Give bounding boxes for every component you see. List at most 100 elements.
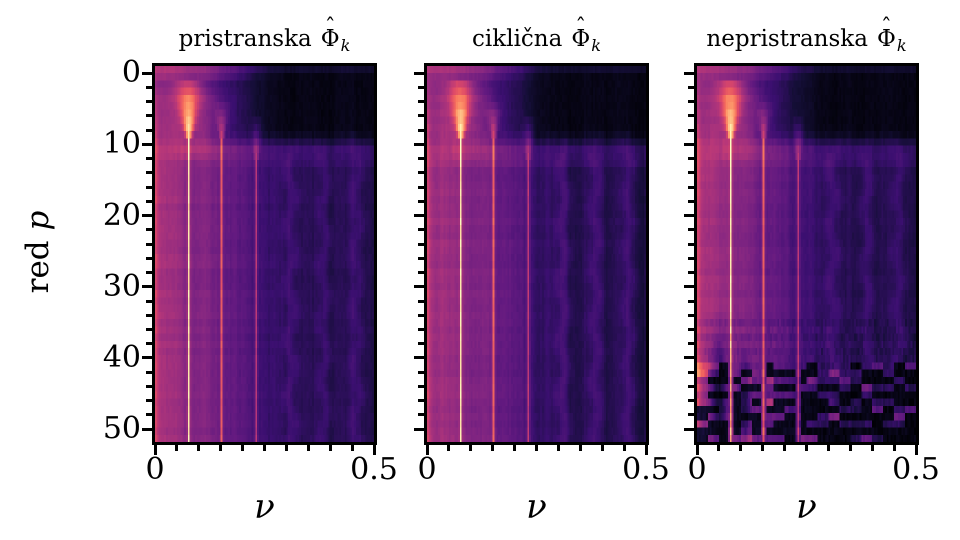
x-minor-tick: [578, 445, 582, 451]
title-text: ciklična: [472, 26, 563, 52]
x-minor-tick: [556, 445, 560, 451]
y-minor-tick: [688, 327, 694, 331]
y-minor-tick: [418, 114, 424, 118]
y-minor-tick: [146, 171, 152, 175]
hat-accent: ˆ: [324, 14, 336, 40]
y-minor-tick: [688, 413, 694, 417]
x-major-tick: [644, 445, 648, 455]
y-minor-tick: [418, 299, 424, 303]
y-minor-tick: [688, 114, 694, 118]
x-major-tick: [425, 445, 429, 455]
y-minor-tick: [688, 256, 694, 260]
y-minor-tick: [418, 85, 424, 89]
y-minor-tick: [146, 185, 152, 189]
y-minor-tick: [688, 299, 694, 303]
x-minor-tick: [491, 445, 495, 451]
x-minor-tick: [783, 445, 787, 451]
spectrum-heatmap-canvas: [427, 66, 646, 442]
y-minor-tick: [146, 327, 152, 331]
y-minor-tick: [146, 199, 152, 203]
x-minor-tick: [513, 445, 517, 451]
y-axis-label-variable: p: [20, 210, 56, 231]
y-minor-tick: [146, 228, 152, 232]
phi-symbol: Φ: [320, 26, 340, 52]
y-minor-tick: [688, 242, 694, 246]
x-minor-tick: [870, 445, 874, 451]
y-tick-label: 50: [102, 411, 141, 447]
x-major-tick: [153, 445, 157, 455]
x-minor-tick: [805, 445, 808, 451]
y-tick-label: 20: [102, 197, 141, 233]
heatmap-panel-pristranska: pristranska ˆ Φk ν 0 0.5 0 10 20 30 40 50: [103, 15, 398, 524]
y-minor-tick: [418, 384, 424, 388]
x-minor-tick: [350, 445, 354, 451]
x-tick-label: 0.5: [892, 452, 940, 487]
y-major-tick: [414, 142, 424, 146]
x-minor-tick: [739, 445, 743, 451]
y-major-tick: [142, 71, 152, 75]
y-major-tick: [414, 214, 424, 218]
y-minor-tick: [418, 399, 424, 403]
title-text: nepristranska: [706, 26, 868, 52]
x-major-tick: [372, 445, 376, 455]
spectrum-heatmap-canvas: [155, 66, 374, 442]
x-minor-tick: [284, 445, 288, 451]
x-minor-tick: [535, 445, 538, 451]
panel-title-pristranska: pristranska ˆ Φk: [179, 15, 351, 64]
subscript-k: k: [591, 35, 601, 55]
x-minor-tick: [263, 445, 266, 451]
x-minor-tick: [892, 445, 896, 451]
x-axis-label: ν: [796, 487, 817, 527]
y-minor-tick: [688, 399, 694, 403]
y-minor-tick: [146, 242, 152, 246]
y-minor-tick: [688, 100, 694, 104]
y-major-tick: [414, 356, 424, 360]
y-major-tick: [684, 356, 694, 360]
y-axis-label-text: red: [20, 240, 56, 294]
phi-symbol: Φ: [876, 26, 896, 52]
x-axis-label: ν: [526, 487, 547, 527]
y-minor-tick: [688, 342, 694, 346]
y-minor-tick: [146, 100, 152, 104]
y-minor-tick: [418, 128, 424, 132]
y-minor-tick: [418, 342, 424, 346]
x-major-tick: [914, 445, 918, 455]
hat-accent: ˆ: [575, 14, 587, 40]
y-tick-label: 0: [121, 55, 141, 91]
y-minor-tick: [418, 185, 424, 189]
y-major-tick: [414, 285, 424, 289]
y-major-tick: [684, 214, 694, 218]
x-minor-tick: [848, 445, 852, 451]
y-tick-label: 10: [102, 126, 141, 162]
x-minor-tick: [328, 445, 332, 451]
y-minor-tick: [146, 384, 152, 388]
y-major-tick: [142, 214, 152, 218]
y-minor-tick: [418, 271, 424, 274]
y-minor-tick: [688, 85, 694, 89]
x-major-tick: [695, 445, 699, 455]
x-minor-tick: [175, 445, 179, 451]
subscript-k: k: [340, 35, 351, 55]
y-minor-tick: [146, 157, 152, 161]
panel-title-ciklicna: ciklična ˆ Φk: [472, 15, 601, 64]
y-minor-tick: [688, 313, 694, 317]
y-major-tick: [684, 427, 694, 431]
y-minor-tick: [146, 399, 152, 403]
y-minor-tick: [146, 85, 152, 89]
x-tick-label: 0.5: [622, 452, 670, 487]
heatmap-panel-nepristranska: nepristranska ˆ Φk ν 0 0.5: [684, 15, 940, 524]
y-minor-tick: [146, 413, 152, 417]
y-minor-tick: [418, 256, 424, 260]
y-major-tick: [414, 427, 424, 431]
x-minor-tick: [469, 445, 473, 451]
y-minor-tick: [418, 370, 424, 374]
x-minor-tick: [306, 445, 310, 451]
subscript-k: k: [896, 35, 907, 55]
x-tick-label: 0: [687, 452, 707, 487]
phi-symbol: Φ: [571, 26, 591, 52]
y-major-tick: [414, 71, 424, 75]
y-minor-tick: [688, 128, 694, 132]
